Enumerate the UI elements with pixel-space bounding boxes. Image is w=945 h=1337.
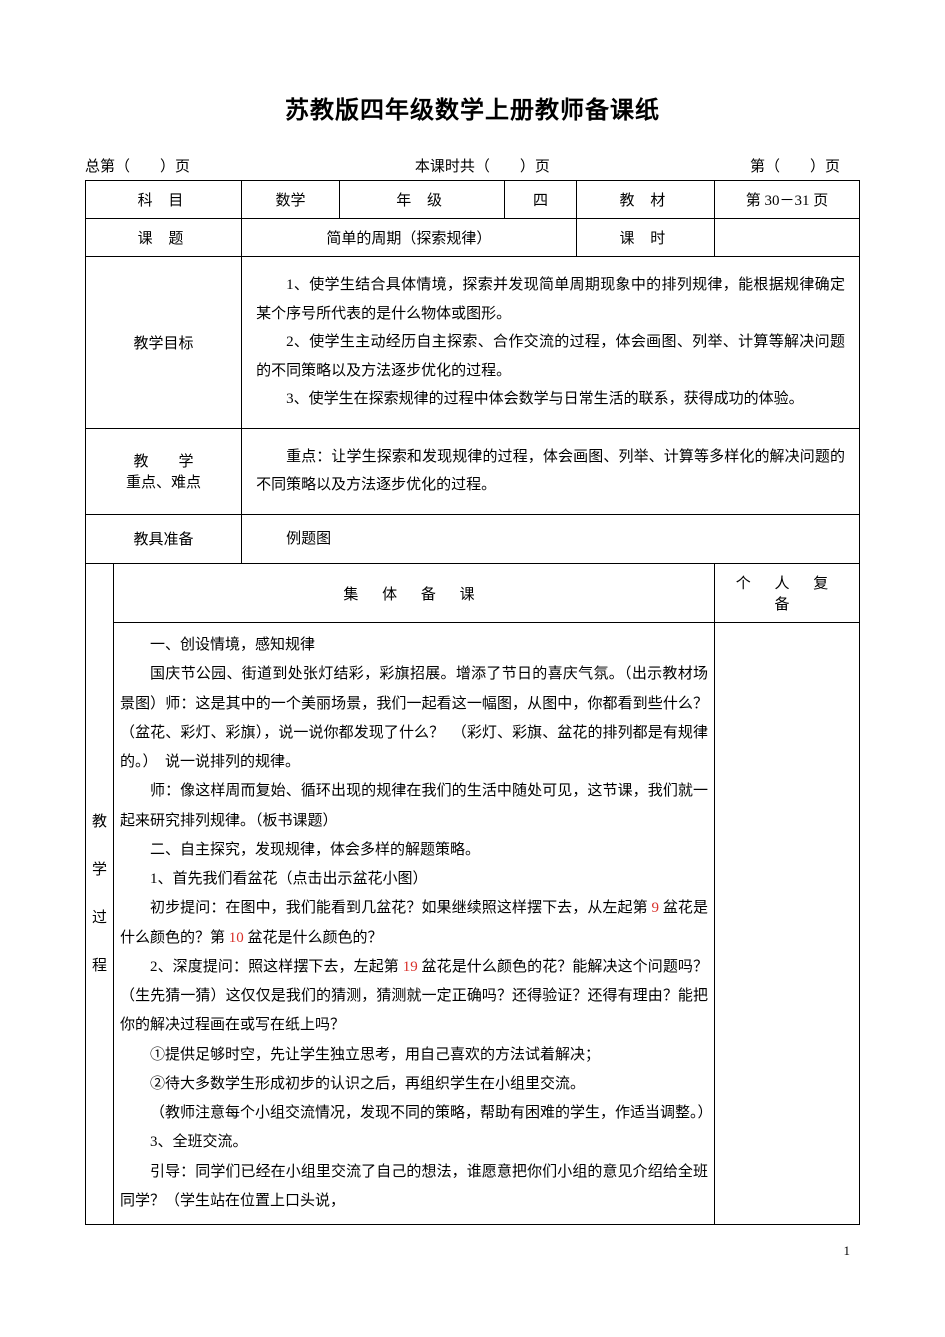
process-vert-char: 学 bbox=[92, 846, 107, 894]
table-row: 教具准备 例题图 bbox=[86, 514, 860, 564]
focus-label: 教 学 重点、难点 bbox=[86, 428, 242, 514]
goal-item: 2、使学生主动经历自主探索、合作交流的过程，体会画图、列举、计算等解决问题的不同… bbox=[256, 328, 845, 385]
topic-value: 简单的周期（探索规律） bbox=[242, 219, 577, 257]
plan-paragraph: ②待大多数学生形成初步的认识之后，再组织学生在小组里交流。 bbox=[120, 1070, 708, 1099]
plan-content: 一、创设情境，感知规律国庆节公园、街道到处张灯结彩，彩旗招展。增添了节日的喜庆气… bbox=[114, 623, 715, 1225]
highlight-number: 10 bbox=[229, 930, 244, 946]
grade-value: 四 bbox=[505, 181, 577, 219]
plan-paragraph: 一、创设情境，感知规律 bbox=[120, 631, 708, 660]
header-right: 第（ ）页 bbox=[641, 155, 860, 176]
process-vert-char: 过 bbox=[92, 894, 107, 942]
lesson-plan-table: 科 目 数学 年 级 四 教 材 第 30－31 页 课 题 简单的周期（探索规… bbox=[85, 180, 860, 1225]
subject-value: 数学 bbox=[242, 181, 340, 219]
topic-label: 课 题 bbox=[86, 219, 242, 257]
material-value: 第 30－31 页 bbox=[715, 181, 860, 219]
table-row: 教学目标 1、使学生结合具体情境，探索并发现简单周期现象中的排列规律，能根据规律… bbox=[86, 257, 860, 429]
focus-label-line2: 重点、难点 bbox=[92, 471, 235, 492]
grade-label: 年 级 bbox=[339, 181, 504, 219]
subject-label: 科 目 bbox=[86, 181, 242, 219]
plan-header-left: 集 体 备 课 bbox=[114, 564, 715, 623]
tools-text: 例题图 bbox=[256, 525, 845, 554]
process-vert-char: 教 bbox=[92, 798, 107, 846]
plan-paragraph: 初步提问：在图中，我们能看到几盆花？如果继续照这样摆下去，从左起第 9 盆花是什… bbox=[120, 894, 708, 953]
personal-notes bbox=[715, 623, 860, 1225]
plan-paragraph: ①提供足够时空，先让学生独立思考，用自己喜欢的方法试着解决； bbox=[120, 1041, 708, 1070]
plan-paragraph: （教师注意每个小组交流情况，发现不同的策略，帮助有困难的学生，作适当调整。） bbox=[120, 1099, 708, 1128]
plan-paragraph: 2、深度提问：照这样摆下去，左起第 19 盆花是什么颜色的花？能解决这个问题吗？… bbox=[120, 953, 708, 1041]
highlight-number: 19 bbox=[403, 959, 418, 975]
page-title: 苏教版四年级数学上册教师备课纸 bbox=[85, 90, 860, 125]
page-number: 1 bbox=[85, 1243, 860, 1259]
tools-cell: 例题图 bbox=[242, 514, 860, 564]
plan-header-right: 个 人 复 备 bbox=[715, 564, 860, 623]
plan-paragraph: 1、首先我们看盆花（点击出示盆花小图） bbox=[120, 865, 708, 894]
goals-cell: 1、使学生结合具体情境，探索并发现简单周期现象中的排列规律，能根据规律确定某个序… bbox=[242, 257, 860, 429]
goals-label: 教学目标 bbox=[86, 257, 242, 429]
header-line: 总第（ ）页 本课时共（ ）页 第（ ）页 bbox=[85, 155, 860, 176]
plan-paragraph: 3、全班交流。 bbox=[120, 1128, 708, 1157]
focus-label-line1: 教 学 bbox=[92, 450, 235, 471]
plan-paragraph: 师：像这样周而复始、循环出现的规律在我们的生活中随处可见，这节课，我们就一起来研… bbox=[120, 777, 708, 836]
table-row: 一、创设情境，感知规律国庆节公园、街道到处张灯结彩，彩旗招展。增添了节日的喜庆气… bbox=[86, 623, 860, 1225]
table-row: 科 目 数学 年 级 四 教 材 第 30－31 页 bbox=[86, 181, 860, 219]
process-vert-char: 程 bbox=[92, 942, 107, 990]
process-vert-label: 教学过程 bbox=[86, 564, 114, 1225]
header-mid: 本课时共（ ）页 bbox=[323, 155, 641, 176]
focus-cell: 重点：让学生探索和发现规律的过程，体会画图、列举、计算等多样化的解决问题的不同策… bbox=[242, 428, 860, 514]
goal-item: 1、使学生结合具体情境，探索并发现简单周期现象中的排列规律，能根据规律确定某个序… bbox=[256, 271, 845, 328]
hours-label: 课 时 bbox=[576, 219, 714, 257]
tools-label: 教具准备 bbox=[86, 514, 242, 564]
highlight-number: 9 bbox=[651, 900, 659, 916]
table-row: 教 学 重点、难点 重点：让学生探索和发现规律的过程，体会画图、列举、计算等多样… bbox=[86, 428, 860, 514]
focus-text: 重点：让学生探索和发现规律的过程，体会画图、列举、计算等多样化的解决问题的不同策… bbox=[256, 443, 845, 500]
plan-paragraph: 国庆节公园、街道到处张灯结彩，彩旗招展。增添了节日的喜庆气氛。（出示教材场景图）… bbox=[120, 660, 708, 777]
goal-item: 3、使学生在探索规律的过程中体会数学与日常生活的联系，获得成功的体验。 bbox=[256, 385, 845, 414]
material-label: 教 材 bbox=[576, 181, 714, 219]
header-left: 总第（ ）页 bbox=[85, 155, 323, 176]
table-row: 课 题 简单的周期（探索规律） 课 时 bbox=[86, 219, 860, 257]
hours-value bbox=[715, 219, 860, 257]
plan-paragraph: 二、自主探究，发现规律，体会多样的解题策略。 bbox=[120, 836, 708, 865]
plan-paragraph: 引导：同学们已经在小组里交流了自己的想法，谁愿意把你们小组的意见介绍给全班同学？… bbox=[120, 1158, 708, 1217]
table-row: 教学过程 集 体 备 课 个 人 复 备 bbox=[86, 564, 860, 623]
